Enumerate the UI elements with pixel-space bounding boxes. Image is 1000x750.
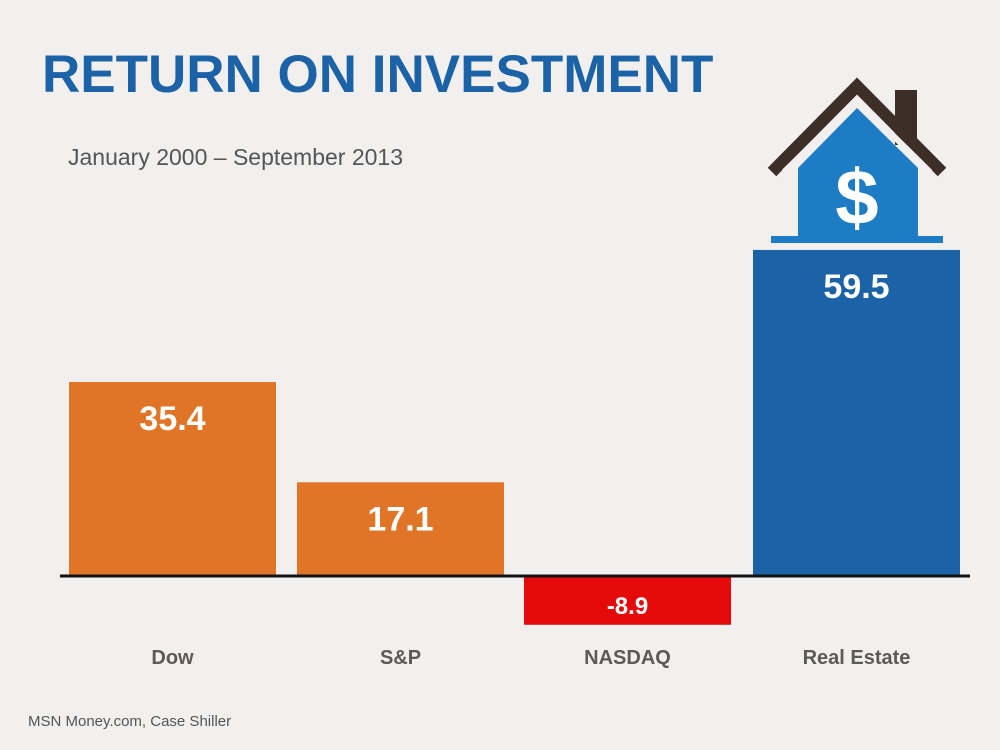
bar-s-p (297, 482, 504, 576)
house-dollar-icon: $ (767, 77, 947, 243)
data-label: 17.1 (367, 500, 433, 538)
chart-subtitle: January 2000 – September 2013 (68, 144, 404, 170)
category-label: Dow (151, 647, 194, 669)
data-label: 35.4 (139, 400, 205, 438)
data-label: 59.5 (823, 268, 889, 306)
chart-title: RETURN ON INVESTMENT (42, 45, 714, 104)
data-label: -8.9 (607, 593, 648, 620)
bar-real-estate (753, 249, 960, 576)
bar-dow (69, 382, 276, 576)
category-label: S&P (380, 647, 421, 669)
bar-nasdaq (524, 576, 731, 625)
svg-text:$: $ (835, 153, 878, 241)
category-label: NASDAQ (584, 647, 671, 669)
source-note: MSN Money.com, Case Shiller (28, 713, 232, 730)
category-label: Real Estate (803, 647, 911, 669)
